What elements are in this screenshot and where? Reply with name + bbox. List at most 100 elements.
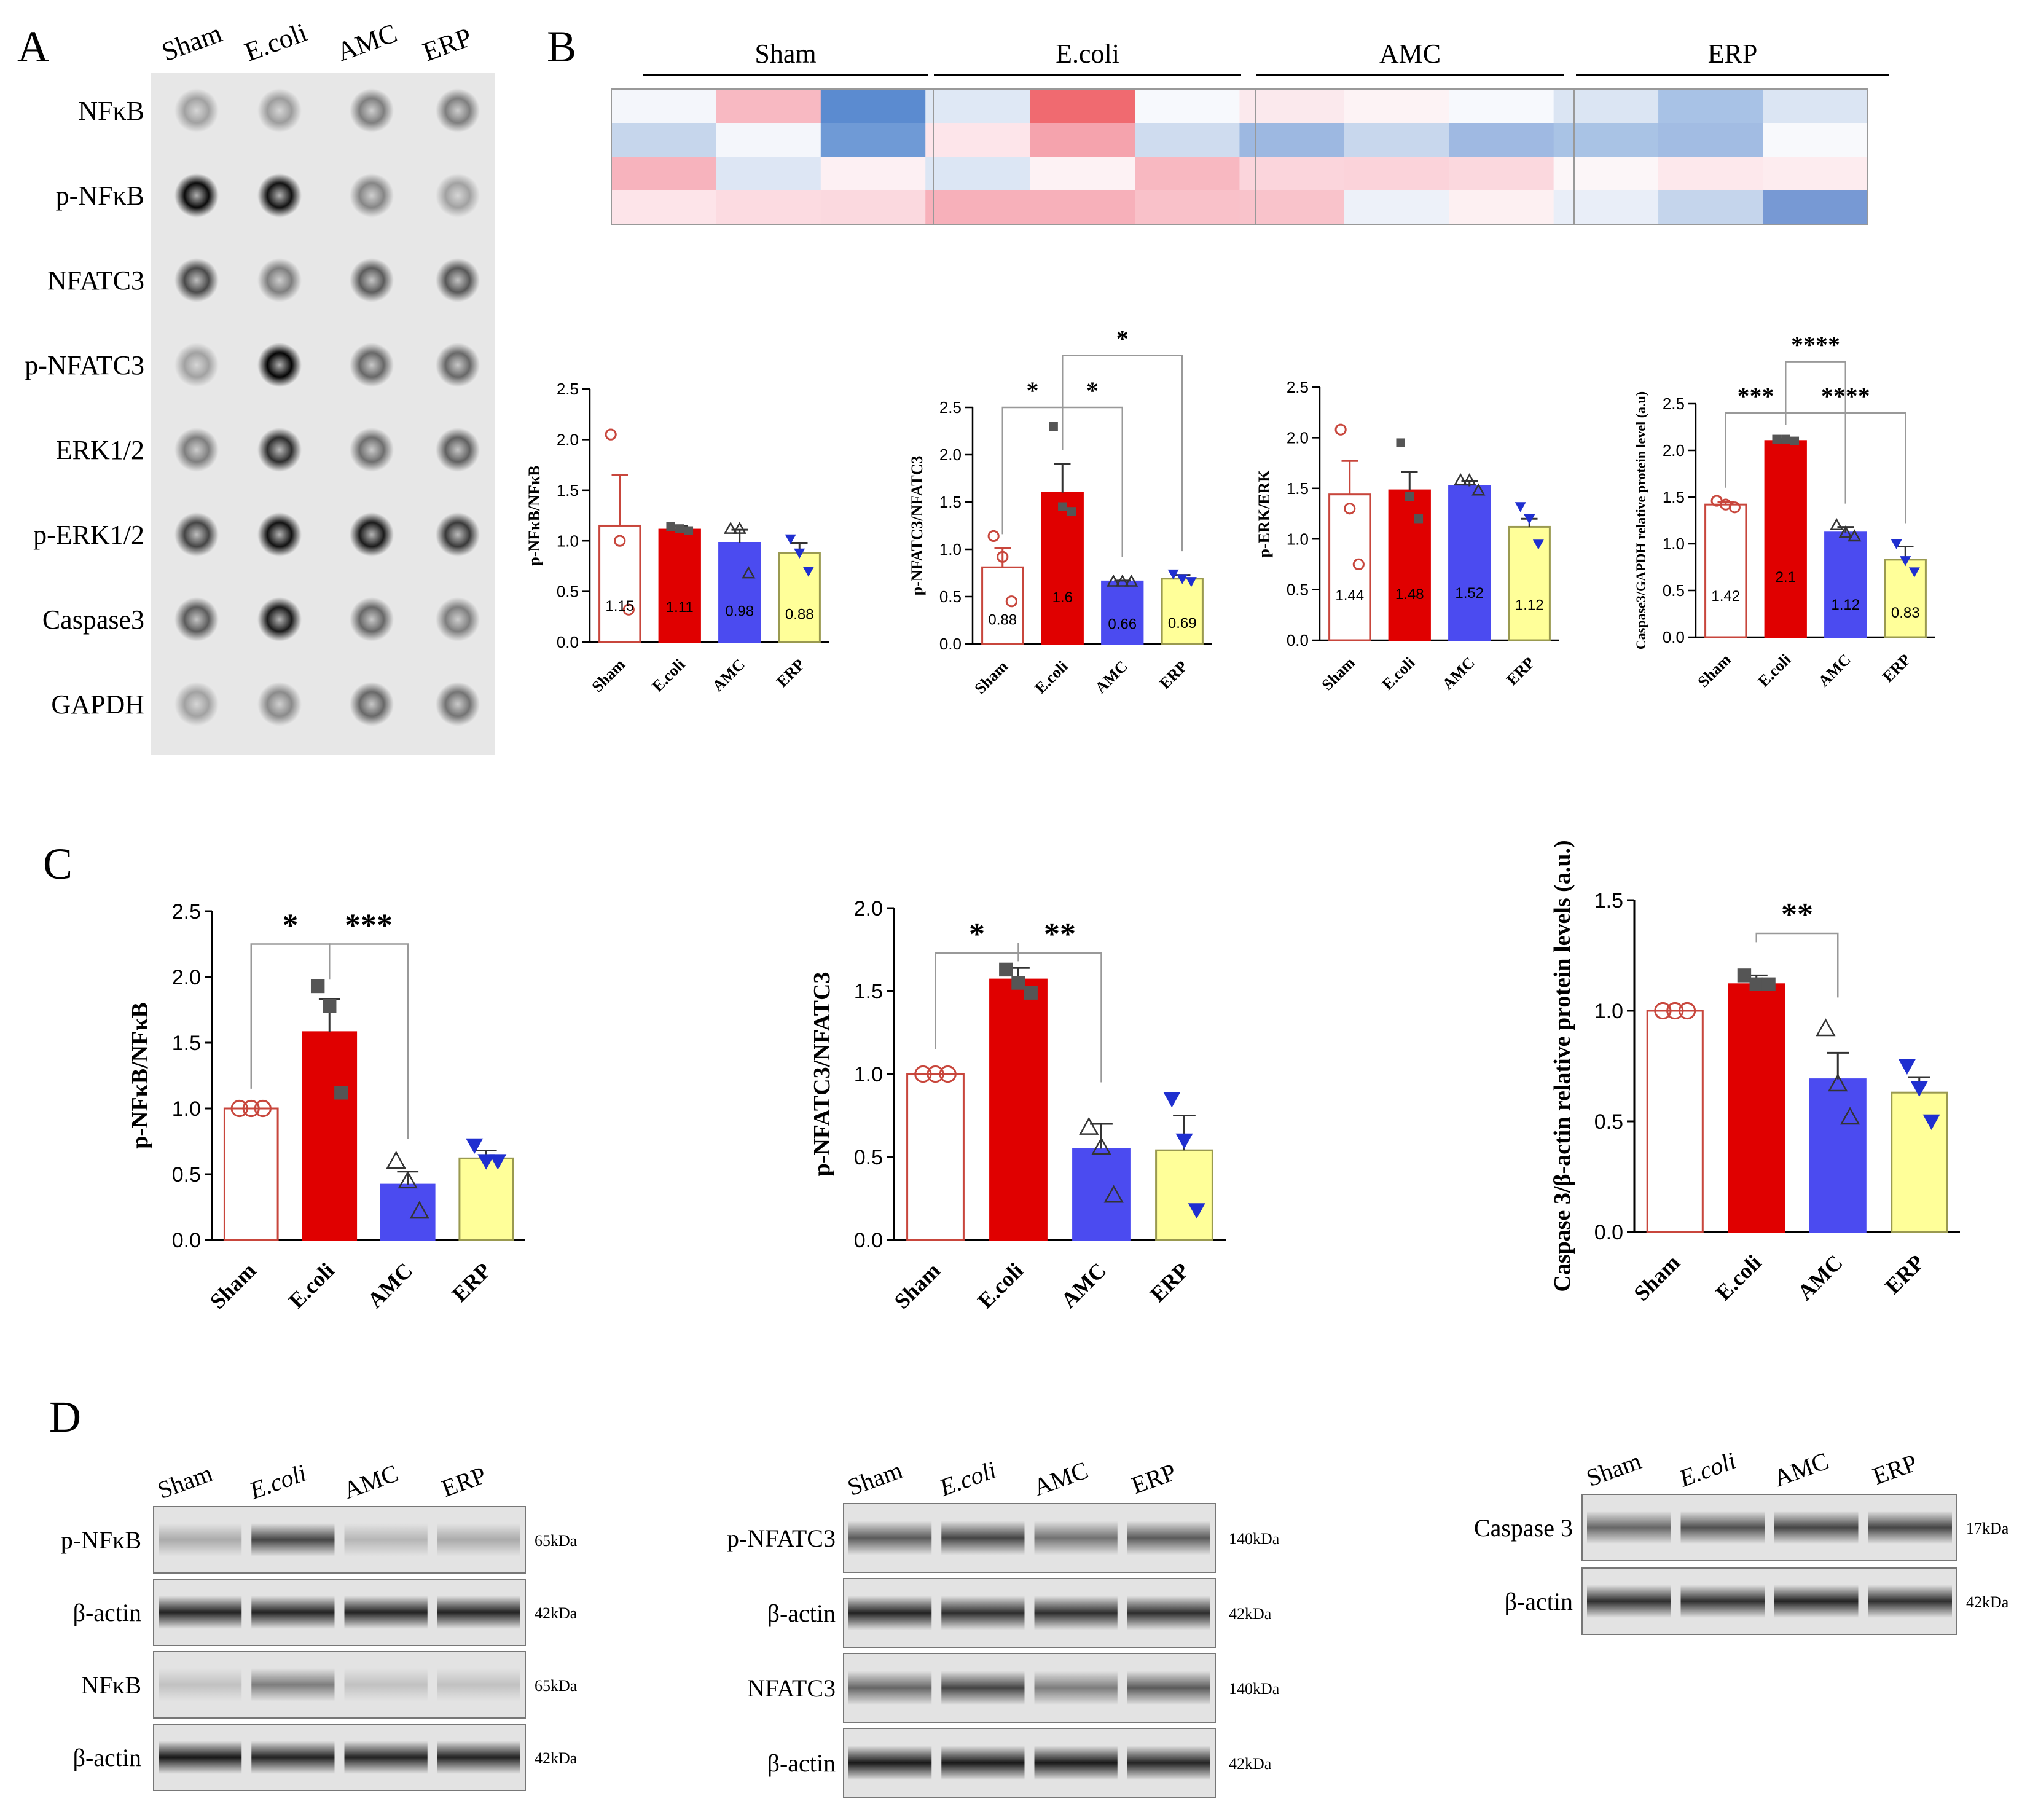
heatmap-cell [925,190,1031,225]
data-point [1405,492,1414,501]
bar-chart: 0.0 0.5 1.0 1.5 2.0 2.5 p-NFκB/NFκB 1.15 Sham 1.1… [525,380,829,696]
blot-band [1868,1585,1952,1618]
bar-chart: 0.0 0.5 1.0 1.5 2.0 p-NFATC3/NFATC3 Sham E.coli… [809,897,1226,1314]
heatmap-cell [1135,123,1240,157]
data-point [1024,986,1038,1000]
bar-chart: 0.0 0.5 1.0 1.5 2.0 2.5 p-NFκB/NFκB Sham E.coli A… [127,900,525,1314]
data-point [675,524,684,533]
x-tick-label: E.coli [1379,654,1419,694]
y-tick-label: 2.5 [939,398,962,417]
heatmap-cell [611,190,717,225]
heatmap-cell [716,123,821,157]
blot-band [941,1521,1025,1555]
heatmap-cell [925,89,1031,124]
panel-letter-c: C [43,839,72,888]
bar [1072,1148,1131,1241]
significance-label: **** [1821,382,1870,410]
heatmap-cell [1135,157,1240,191]
data-point [927,1065,944,1083]
x-tick-label: ERP [1145,1258,1194,1306]
heatmap-cell [611,89,717,124]
y-tick-label: 1.5 [1287,479,1309,498]
heatmap: Sham E.coli AMC ERP [611,39,1889,225]
data-point [1910,1081,1928,1097]
dot-blot-spot [436,88,480,133]
bar-chart: 0.0 0.5 1.0 1.5 2.0 2.5 Caspase3/GAPDH relativ… [1633,331,1935,691]
heatmap-cell [1344,157,1450,191]
data-point [997,551,1009,563]
y-axis-label: p-NFATC3/NFATC3 [809,972,835,1177]
blot-band [437,1523,520,1556]
dot-blot-spot [436,428,480,472]
dot-blot-row-label: p-ERK1/2 [33,520,144,550]
data-point [1396,438,1405,447]
dot-blot-row-label: NFATC3 [47,265,144,296]
heatmap-cell [1658,190,1764,225]
bar-chart: 0.0 0.5 1.0 1.5 2.0 2.5 p-NFATC3/NFATC3 0.88 Sha… [908,324,1212,697]
dot-blot-column-label: ERP [419,22,476,68]
bar [1161,578,1204,645]
data-point [1828,1073,1848,1092]
heatmap-cell [1344,123,1450,157]
bar-value-label: 1.11 [666,599,694,616]
bar-chart: 0.0 0.5 1.0 1.5 2.0 2.5 p-ERK/ERK 1.44 Sham 1.48 E… [1255,378,1559,694]
significance-label: * [283,908,299,943]
data-point [794,548,805,559]
bar-value-label: 2.1 [1776,569,1796,586]
data-point [1524,514,1535,525]
heatmap-cell [1239,123,1345,157]
bar [1704,503,1747,638]
heatmap-cell [1344,190,1450,225]
y-tick-label: 1.5 [939,493,962,511]
heatmap-cell [716,157,821,191]
x-tick-label: Sham [1695,650,1735,691]
heatmap-cell [1553,190,1660,225]
blot-band [1127,1596,1210,1630]
bar [981,566,1024,645]
y-tick-label: 0.0 [854,1229,883,1252]
heatmap-cell [1030,89,1136,124]
blot-band [1127,1671,1210,1705]
heatmap-group-label: E.coli [1056,39,1119,69]
x-tick-label: E.coli [649,656,689,696]
data-point [1666,1002,1684,1020]
dot-blot-spot [174,88,219,133]
data-point [605,428,617,441]
data-point [1115,574,1129,587]
heatmap-group-label: AMC [1379,39,1441,69]
heatmap-cell [611,157,717,191]
y-tick-label: 0.0 [939,635,962,653]
heatmap-cell [1449,157,1554,191]
bar [302,1031,358,1241]
blot-band [941,1746,1025,1780]
y-tick-label: 2.0 [1287,429,1309,447]
x-tick-label: ERP [1503,654,1538,689]
blot-lane-label: E.coli [245,1459,310,1505]
dot-blot-spot [257,88,302,133]
heatmap-cell [1553,89,1660,124]
bar [1728,983,1785,1233]
heatmap-cell [925,157,1031,191]
data-point [1352,558,1365,571]
y-tick-label: 2.5 [1287,378,1309,396]
blot-band [941,1596,1025,1630]
blot-band [159,1741,242,1774]
significance-bracket [1785,361,1846,504]
data-point [230,1099,248,1118]
dot-blot-spot [436,173,480,218]
dot-blot-row-label: ERK1/2 [56,435,144,465]
heatmap-border [611,88,1868,225]
data-point [1781,434,1790,444]
data-point [1067,507,1076,516]
blot-band [344,1741,428,1774]
blot-band [848,1671,932,1705]
bar-value-label: 1.48 [1395,586,1424,603]
y-tick-label: 2.5 [172,900,201,924]
blot-band [1127,1746,1210,1780]
y-tick-label: 1.5 [1594,889,1623,912]
data-point [1454,473,1468,486]
heatmap-cell [820,89,927,124]
heatmap-cell [1658,123,1764,157]
x-tick-label: E.coli [1711,1250,1766,1305]
x-tick-label: Sham [1629,1250,1685,1306]
